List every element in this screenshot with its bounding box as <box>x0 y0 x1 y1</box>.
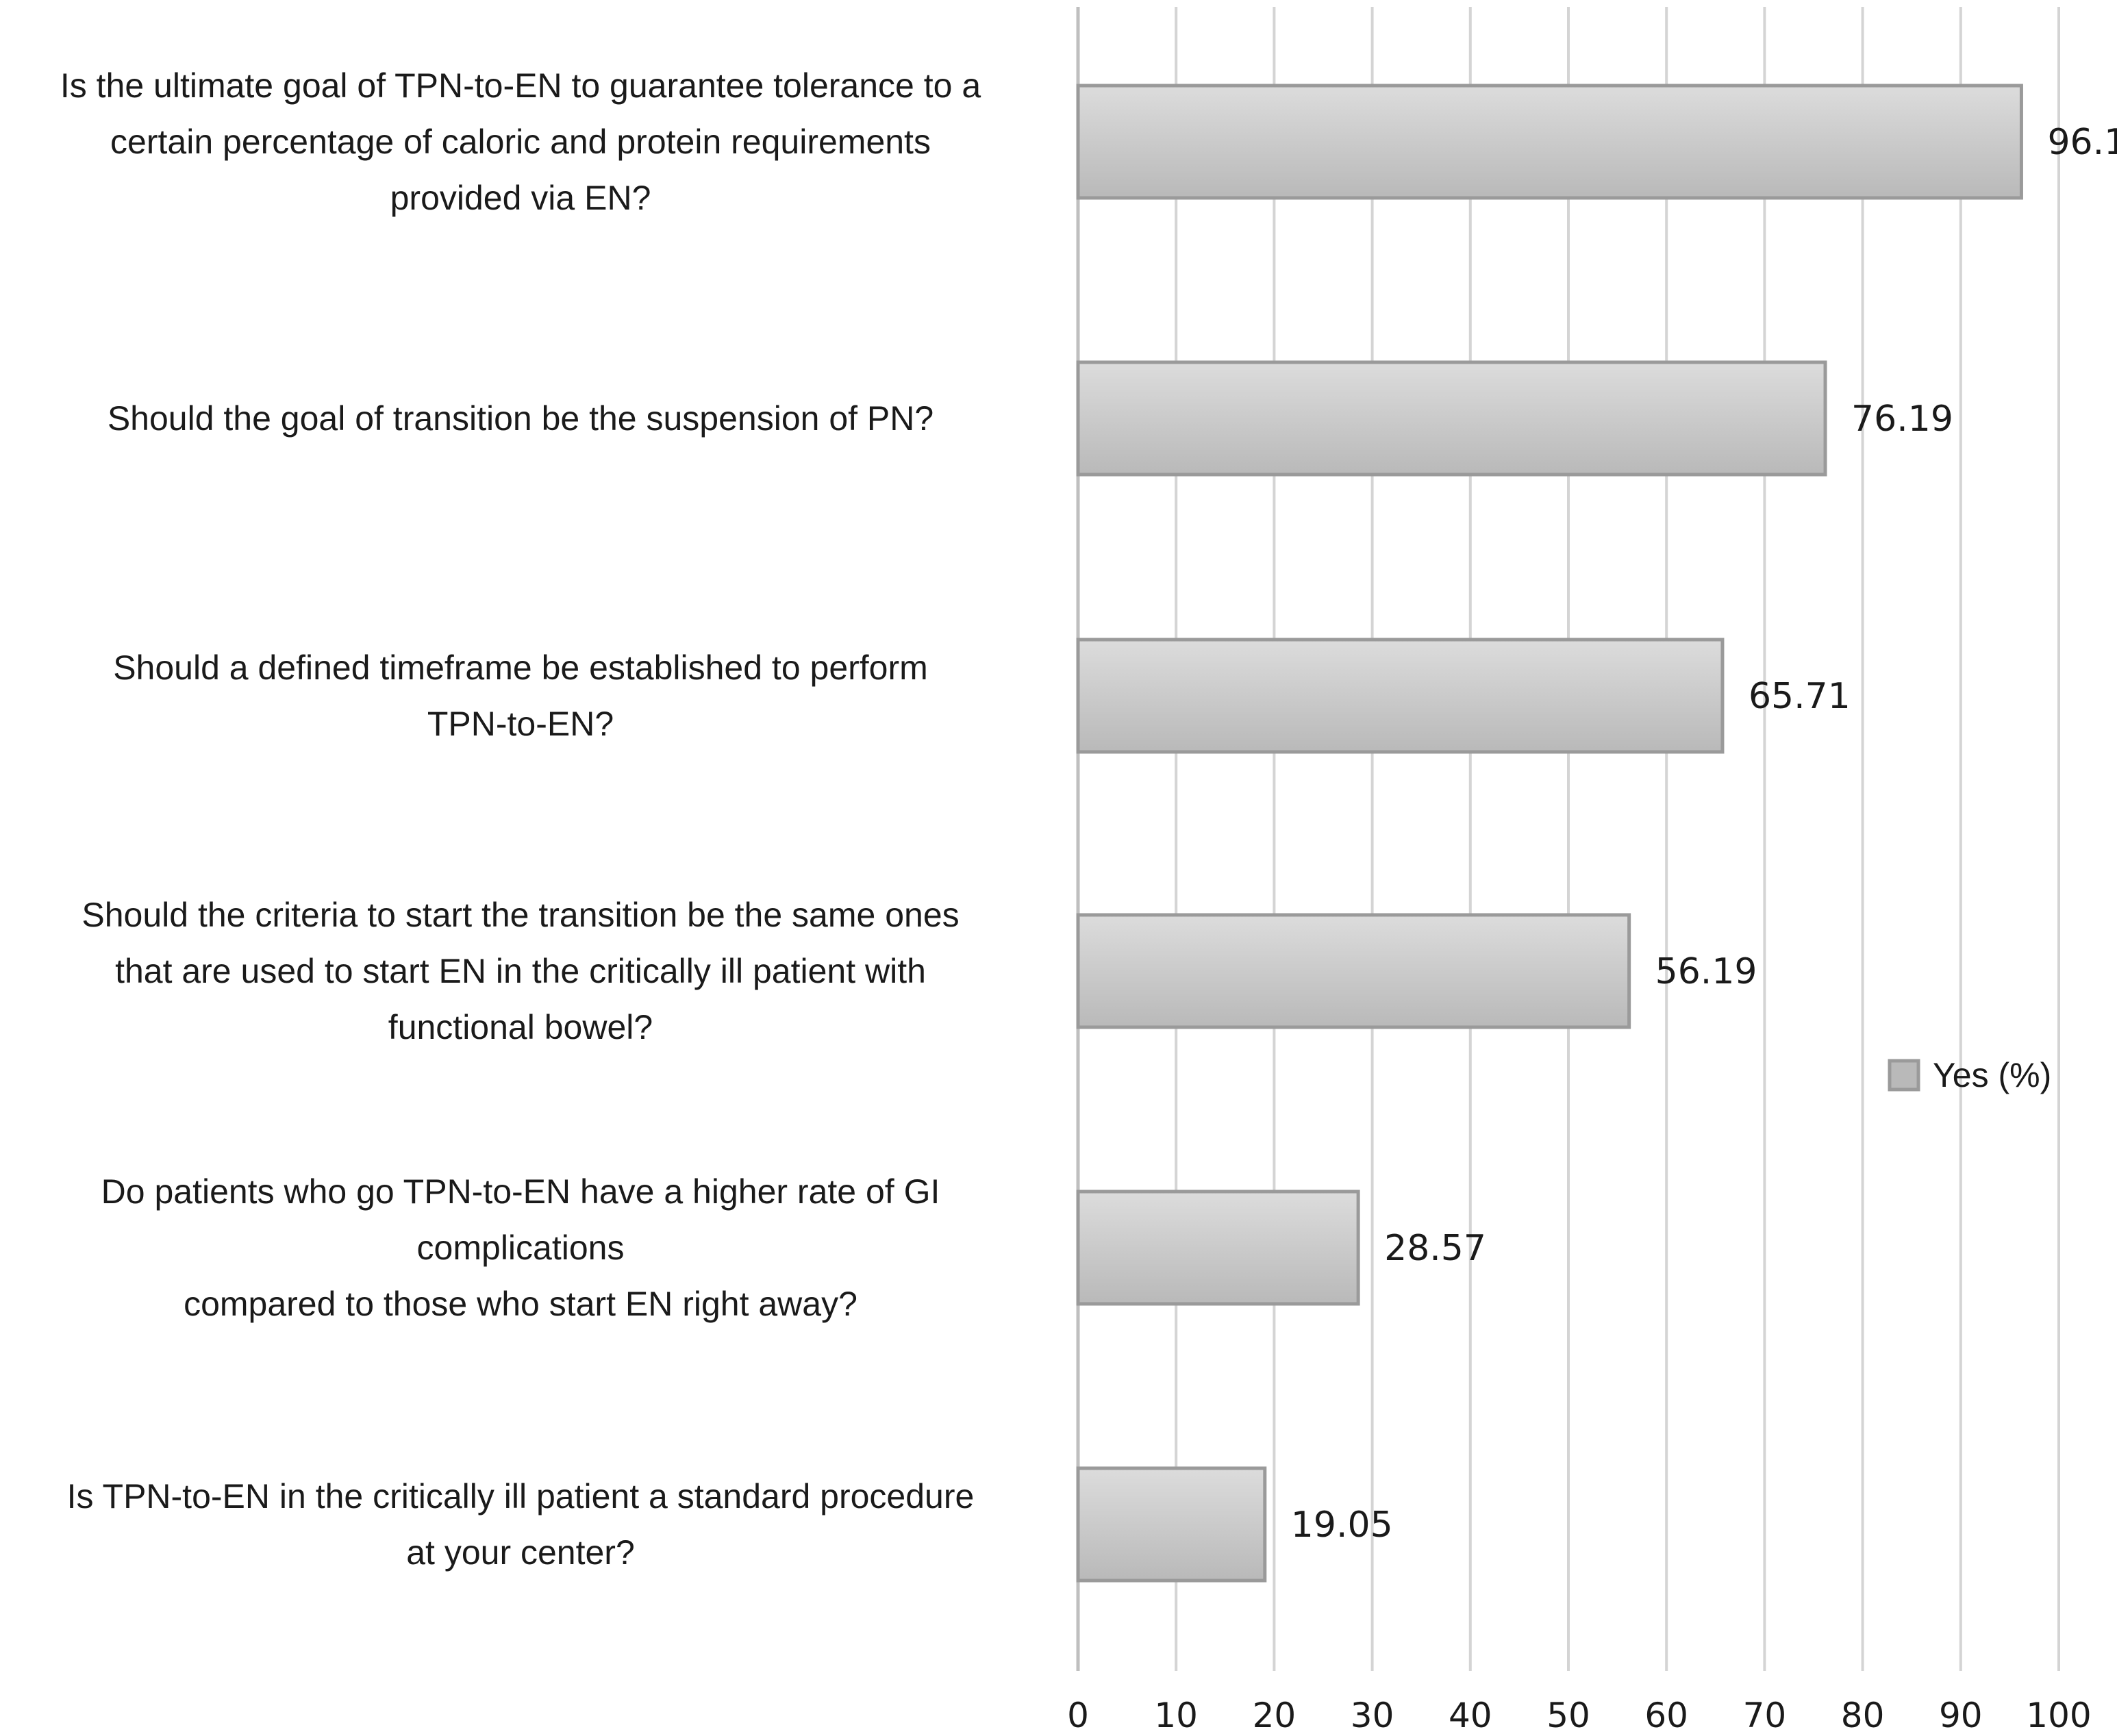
category-label-line: that are used to start EN in the critica… <box>115 952 926 990</box>
bar <box>1076 913 1631 1029</box>
category-label-line: certain percentage of caloric and protei… <box>110 123 931 161</box>
category-label: Should the criteria to start the transit… <box>82 896 959 1046</box>
x-tick-label: 80 <box>1841 1696 1885 1733</box>
category-label-line: Is the ultimate goal of TPN-to-EN to gua… <box>60 66 981 105</box>
category-label: Should the goal of transition be the sus… <box>108 399 934 438</box>
bars <box>1076 84 2023 1583</box>
category-label-line: Should the goal of transition be the sus… <box>108 399 934 438</box>
data-label: 19.05 <box>1291 1505 1393 1546</box>
bar <box>1076 84 2023 200</box>
legend: Yes (%) <box>1888 1056 2051 1094</box>
grid-lines <box>1076 7 2060 1671</box>
category-label-line: compared to those who start EN right awa… <box>184 1285 857 1323</box>
legend-swatch-yes <box>1888 1059 1920 1092</box>
x-tick-label: 60 <box>1644 1696 1688 1733</box>
x-tick-label: 100 <box>2026 1696 2091 1733</box>
category-label-line: complications <box>417 1229 625 1267</box>
x-tick-label: 90 <box>1939 1696 1983 1733</box>
category-label-line: functional bowel? <box>388 1008 653 1046</box>
category-label: Is the ultimate goal of TPN-to-EN to gua… <box>60 66 981 217</box>
x-tick-label: 0 <box>1067 1696 1089 1733</box>
x-tick-label: 10 <box>1154 1696 1198 1733</box>
data-label: 56.19 <box>1655 951 1757 992</box>
category-label: Is TPN-to-EN in the critically ill patie… <box>67 1477 975 1572</box>
bar <box>1076 360 1827 477</box>
data-label: 76.19 <box>1851 399 1953 440</box>
category-label: Do patients who go TPN-to-EN have a high… <box>101 1172 940 1323</box>
category-label-line: at your center? <box>406 1533 635 1572</box>
data-label: 28.57 <box>1384 1228 1486 1269</box>
value-labels: 96.19 76.19 65.71 56.19 28.57 19.05 <box>1291 122 2117 1546</box>
bar <box>1076 638 1725 754</box>
category-label-line: Should the criteria to start the transit… <box>82 896 959 934</box>
data-label: 96.19 <box>2047 122 2117 163</box>
category-label-line: Do patients who go TPN-to-EN have a high… <box>101 1172 940 1211</box>
data-label: 65.71 <box>1749 676 1851 717</box>
x-axis-ticks: 0 10 20 30 40 50 60 70 80 90 100 <box>1067 1696 2092 1735</box>
category-label-line: Should a defined timeframe be establishe… <box>113 649 928 687</box>
x-tick-label: 30 <box>1351 1696 1394 1733</box>
category-label-line: TPN-to-EN? <box>427 705 614 743</box>
x-tick-label: 20 <box>1253 1696 1296 1733</box>
category-label: Should a defined timeframe be establishe… <box>113 649 928 743</box>
legend-label-yes: Yes (%) <box>1933 1056 2051 1094</box>
x-tick-label: 40 <box>1449 1696 1492 1733</box>
category-label-line: Is TPN-to-EN in the critically ill patie… <box>67 1477 975 1515</box>
x-tick-label: 70 <box>1743 1696 1787 1733</box>
bar <box>1076 1466 1267 1583</box>
bar <box>1076 1190 1360 1306</box>
category-labels: Is the ultimate goal of TPN-to-EN to gua… <box>60 66 981 1572</box>
category-label-line: provided via EN? <box>390 179 651 217</box>
x-tick-label: 50 <box>1546 1696 1590 1733</box>
